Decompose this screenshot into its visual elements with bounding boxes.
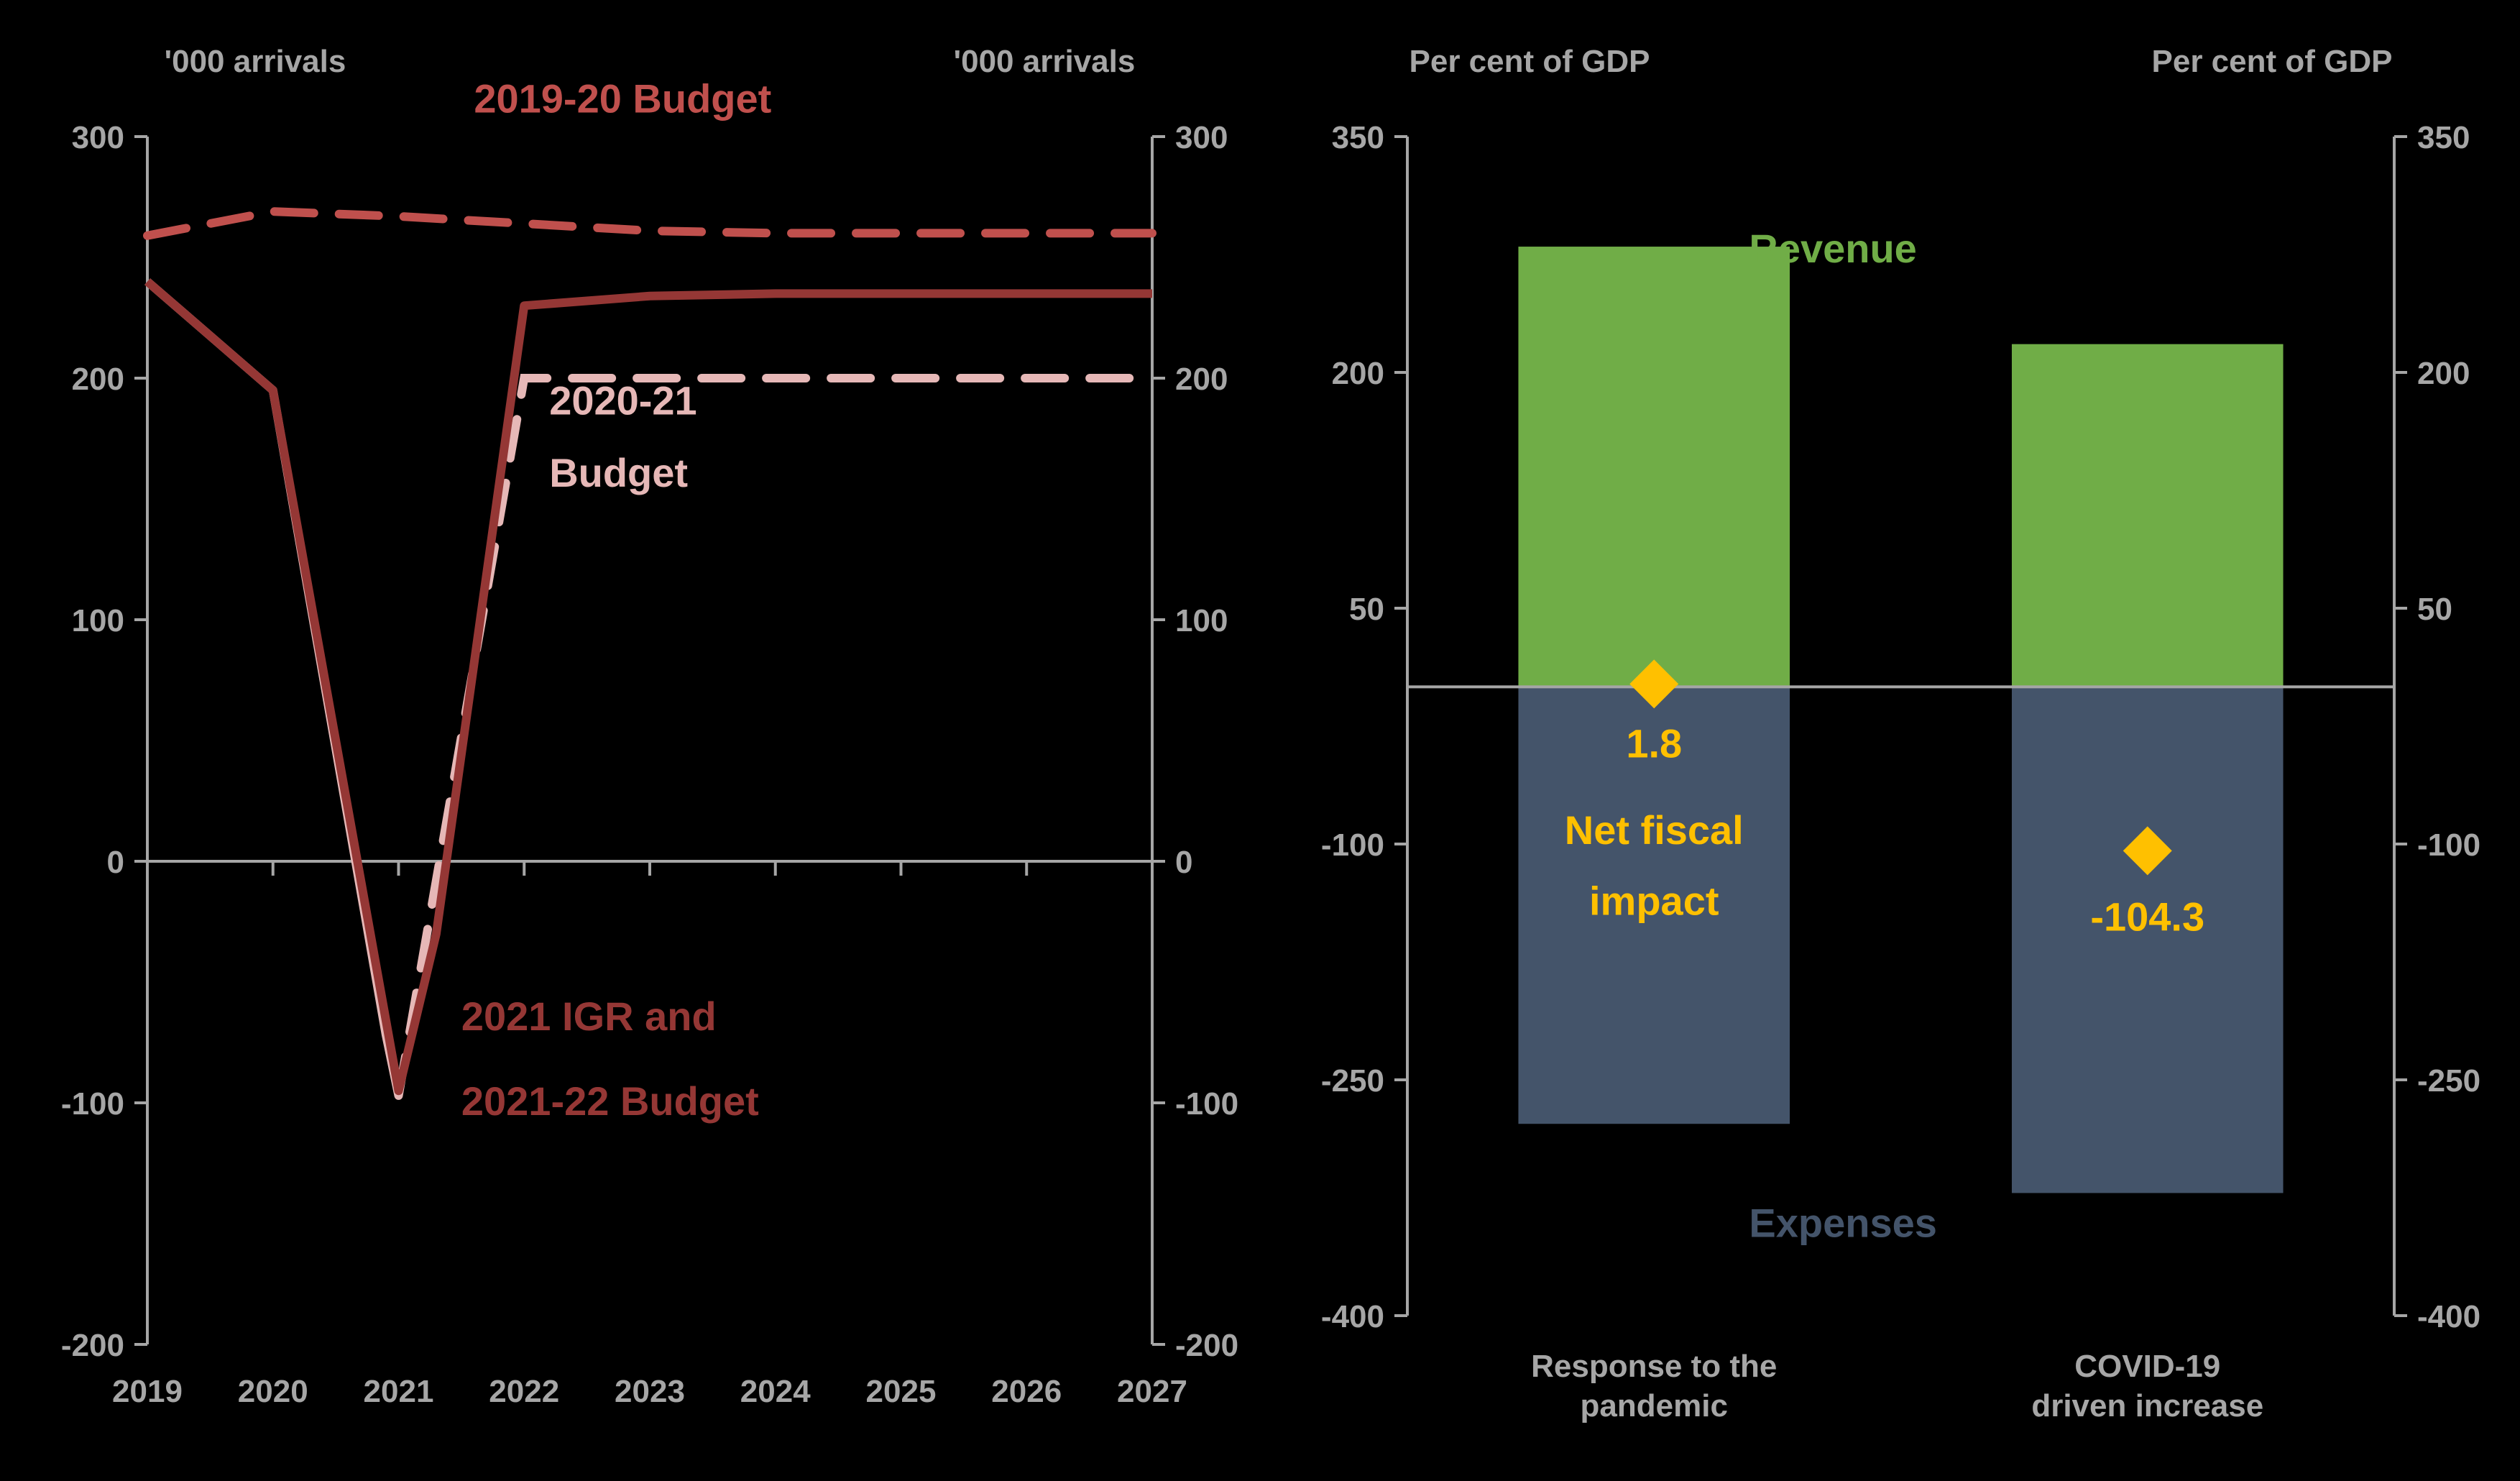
y-tick-label: -100 xyxy=(61,1086,124,1122)
y-tick-label: -200 xyxy=(61,1328,124,1363)
bar-revenue xyxy=(1518,247,1790,687)
y-tick-label: -250 xyxy=(2417,1063,2480,1099)
right-axis-title: Per cent of GDP xyxy=(2152,44,2393,79)
y-tick-label: -400 xyxy=(1321,1299,1384,1334)
y-tick-label: -250 xyxy=(1321,1063,1384,1099)
left-axis-title: Per cent of GDP xyxy=(1410,44,1650,79)
y-tick-label: 0 xyxy=(1175,845,1192,880)
x-category-label: Response to the xyxy=(1531,1349,1777,1384)
y-tick-label: 300 xyxy=(1175,120,1228,155)
y-tick-label: -100 xyxy=(1321,827,1384,863)
y-tick-label: -400 xyxy=(2417,1299,2480,1334)
x-tick-label: 2021 xyxy=(364,1374,434,1409)
line-chart: '000 arrivals '000 arrivals -200 -200 -100 -1… xyxy=(0,0,1260,1481)
y-tick-label: -100 xyxy=(1175,1086,1238,1122)
chart-annotation: impact xyxy=(1589,878,1719,923)
chart-annotation: 2020-21 xyxy=(549,377,697,423)
y-tick-label: 200 xyxy=(1332,356,1384,391)
series-2019-20-budget xyxy=(147,211,1152,236)
y-tick-label: 200 xyxy=(1175,362,1228,397)
chart-annotation: Budget xyxy=(549,450,688,495)
y-tick-label: -100 xyxy=(2417,827,2480,863)
right-bar-chart-panel: Per cent of GDP Per cent of GDP -400 -400 -2… xyxy=(1260,0,2520,1481)
y-tick-label: 100 xyxy=(1175,603,1228,638)
x-tick-label: 2025 xyxy=(866,1374,937,1409)
x-tick-label: 2024 xyxy=(740,1374,811,1409)
y-tick-label: 50 xyxy=(1349,592,1384,627)
x-tick-label: 2027 xyxy=(1117,1374,1187,1409)
chart-annotation: 1.8 xyxy=(1626,721,1682,766)
y-tick-label: -200 xyxy=(1175,1328,1238,1363)
x-category-label: COVID-19 xyxy=(2074,1349,2220,1384)
series-2020-21-budget-dashed xyxy=(399,378,1153,1096)
y-tick-label: 300 xyxy=(72,120,124,155)
chart-annotation: -104.3 xyxy=(2090,894,2204,939)
x-tick-label: 2022 xyxy=(489,1374,559,1409)
left-axis-title: '000 arrivals xyxy=(165,44,346,79)
chart-annotation: 2019-20 Budget xyxy=(474,75,771,121)
chart-annotation: Net fiscal xyxy=(1565,807,1744,853)
chart-annotation: Expenses xyxy=(1749,1201,1937,1246)
x-tick-label: 2019 xyxy=(112,1374,183,1409)
x-tick-label: 2020 xyxy=(238,1374,308,1409)
chart-annotation: 2021-22 Budget xyxy=(461,1078,759,1124)
chart-annotation: 2021 IGR and xyxy=(461,994,717,1039)
y-tick-label: 200 xyxy=(2417,356,2470,391)
x-tick-label: 2026 xyxy=(991,1374,1062,1409)
x-category-label: driven increase xyxy=(2031,1388,2263,1423)
bar-revenue xyxy=(2012,344,2284,687)
bar-chart: Per cent of GDP Per cent of GDP -400 -400 -2… xyxy=(1260,0,2520,1481)
y-tick-label: 50 xyxy=(2417,592,2452,627)
bar-expenses xyxy=(2012,687,2284,1193)
left-line-chart-panel: '000 arrivals '000 arrivals -200 -200 -100 -1… xyxy=(0,0,1260,1481)
y-tick-label: 200 xyxy=(72,362,124,397)
y-tick-label: 350 xyxy=(2417,120,2470,155)
y-tick-label: 0 xyxy=(107,845,124,880)
y-tick-label: 350 xyxy=(1332,120,1384,155)
right-axis-title: '000 arrivals xyxy=(954,44,1136,79)
y-tick-label: 100 xyxy=(72,603,124,638)
x-category-label: pandemic xyxy=(1581,1388,1728,1423)
chart-annotation: Revenue xyxy=(1749,226,1916,271)
x-tick-label: 2023 xyxy=(615,1374,685,1409)
